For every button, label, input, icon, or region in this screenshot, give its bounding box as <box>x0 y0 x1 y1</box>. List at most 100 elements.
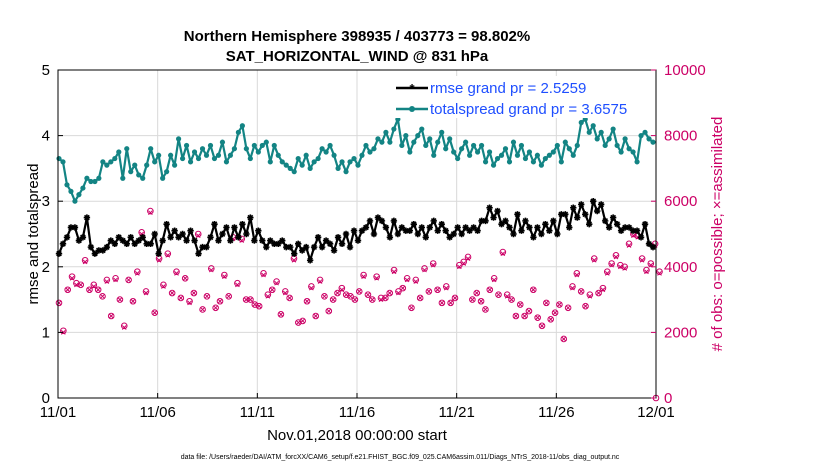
obs-assimilated-point <box>191 290 197 296</box>
obs-assimilated-point <box>95 287 101 293</box>
totalspread-point <box>586 129 592 135</box>
totalspread-point <box>363 142 369 149</box>
obs-possible-point <box>495 291 502 298</box>
totalspread-point <box>156 152 162 158</box>
totalspread-point <box>175 136 182 142</box>
totalspread-point <box>243 146 249 152</box>
rmse-point <box>374 214 382 221</box>
totalspread-point <box>610 126 616 132</box>
rmse-point <box>139 234 146 241</box>
obs-assimilated-point <box>422 267 427 273</box>
totalspread-point <box>387 139 393 145</box>
rmse-point <box>378 217 386 225</box>
rmse-point <box>474 227 481 234</box>
footnote: data file: /Users/raeder/DAI/ATM_forcXX/… <box>181 454 620 461</box>
rmse-point <box>478 217 485 225</box>
totalspread-point <box>530 159 537 165</box>
obs-assimilated-point <box>500 251 506 257</box>
rmse-point <box>275 240 282 248</box>
totalspread-point <box>219 139 226 145</box>
obs-assimilated-point <box>591 257 597 263</box>
obs-possible-point <box>534 314 541 321</box>
totalspread-point <box>100 159 106 165</box>
obs-possible-point <box>364 291 372 298</box>
obs-assimilated-point <box>535 315 541 320</box>
rmse-point <box>466 227 473 234</box>
totalspread-point <box>634 159 640 165</box>
rmse-point <box>522 217 529 225</box>
obs-assimilated-point <box>108 313 114 319</box>
obs-assimilated-point <box>104 279 110 284</box>
obs-possible-point <box>625 240 633 248</box>
obs-assimilated-point <box>435 287 440 293</box>
rmse-point <box>231 224 238 231</box>
obs-assimilated-point <box>478 298 484 304</box>
obs-possible-point <box>538 322 546 330</box>
obs-possible-point <box>460 258 467 266</box>
totalspread-point <box>315 155 321 162</box>
totalspread-point <box>64 182 70 188</box>
rmse-point <box>590 198 597 205</box>
obs-assimilated-point <box>448 300 453 306</box>
rmse-point <box>609 214 617 221</box>
obs-assimilated-point <box>383 295 388 301</box>
obs-possible-point <box>560 335 568 343</box>
obs-assimilated-point <box>143 290 149 296</box>
rmse-point <box>346 243 354 251</box>
rmse-point <box>342 230 350 238</box>
rmse-point <box>629 227 637 234</box>
totalspread-point <box>259 142 265 149</box>
rmse-point <box>267 237 274 244</box>
rmse-point <box>302 243 310 251</box>
totalspread-point <box>168 152 174 158</box>
rmse-point <box>402 227 410 234</box>
totalspread-point <box>558 159 564 165</box>
obs-possible-point <box>469 296 476 303</box>
rmse-point <box>87 243 95 251</box>
obs-assimilated-point <box>208 267 214 273</box>
rmse-point <box>490 214 497 221</box>
rmse-point <box>75 237 83 244</box>
totalspread-point <box>96 175 102 181</box>
totalspread-point <box>124 146 130 152</box>
obs-assimilated-point <box>574 272 580 278</box>
obs-possible-point <box>499 248 507 256</box>
x-axis-label: Nov.01,2018 00:00:00 start <box>267 427 448 444</box>
obs-assimilated-point <box>587 293 593 299</box>
rmse-point <box>354 237 362 244</box>
obs-assimilated-point <box>269 287 275 293</box>
obs-assimilated-point <box>439 300 445 306</box>
obs-assimilated-point <box>565 305 571 311</box>
totalspread-point <box>136 172 142 178</box>
rmse-point <box>498 220 505 228</box>
rmse-point <box>259 237 266 244</box>
obs-possible-point <box>221 271 228 279</box>
totalspread-point <box>355 162 361 168</box>
obs-assimilated-point <box>365 292 371 298</box>
rmse-point <box>294 240 302 248</box>
x-tick-label: 11/06 <box>139 404 175 421</box>
obs-possible-point <box>403 274 411 282</box>
obs-possible-point <box>99 293 106 300</box>
obs-assimilated-point <box>326 308 332 314</box>
rmse-point <box>578 201 585 208</box>
obs-possible-point <box>434 286 441 294</box>
totalspread-point <box>195 155 202 162</box>
rmse-point <box>127 234 134 241</box>
rmse-point <box>187 227 194 234</box>
y-tick-label: 5 <box>42 62 50 79</box>
obs-possible-point <box>281 288 289 295</box>
obs-possible-point <box>207 265 215 272</box>
totalspread-point <box>534 152 540 158</box>
totalspread-point <box>435 139 441 145</box>
rmse-point <box>370 230 378 238</box>
obs-assimilated-point <box>204 293 210 299</box>
rmse-point <box>366 217 374 225</box>
totalspread-point <box>60 159 66 165</box>
totalspread-point <box>471 142 477 149</box>
obs-possible-point <box>617 261 624 269</box>
y-right-tick-label: 6000 <box>664 193 697 210</box>
rmse-point <box>482 217 489 225</box>
totalspread-point <box>343 169 349 175</box>
totalspread-point <box>279 159 285 165</box>
